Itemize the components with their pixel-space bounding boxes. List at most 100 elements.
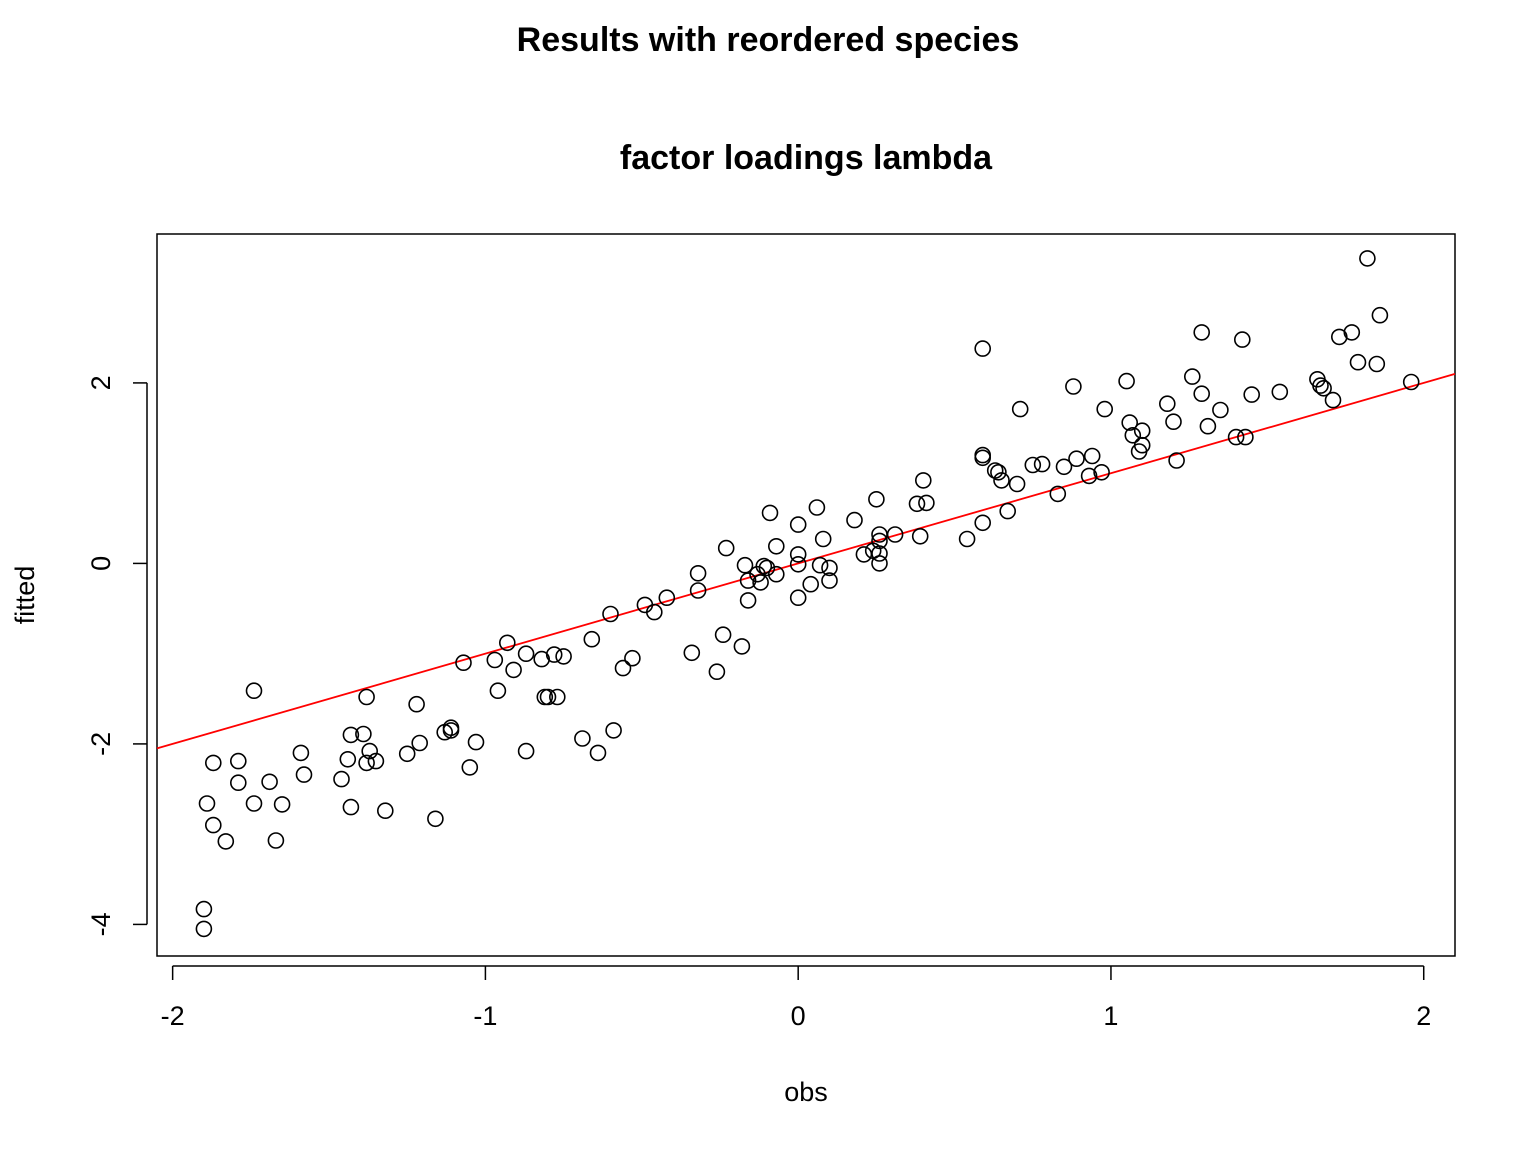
data-point	[1371, 306, 1389, 324]
data-point	[1133, 436, 1151, 454]
data-point	[974, 340, 992, 357]
data-point	[339, 750, 357, 768]
data-point	[1359, 250, 1376, 267]
data-point	[624, 649, 641, 667]
data-point	[605, 722, 622, 739]
data-point	[645, 603, 663, 621]
data-point	[708, 663, 726, 681]
data-point	[1124, 426, 1142, 444]
data-point	[918, 494, 935, 512]
data-point	[999, 502, 1017, 520]
data-point	[761, 504, 779, 522]
data-point	[1159, 395, 1176, 413]
data-point	[574, 730, 591, 747]
data-point	[1165, 413, 1182, 431]
data-point	[821, 559, 838, 577]
data-point	[1049, 485, 1067, 503]
data-point	[1118, 372, 1135, 390]
data-point	[261, 773, 278, 791]
data-point	[871, 545, 888, 562]
data-point	[1065, 378, 1082, 395]
y-axis: -4 -2 0 2	[86, 375, 148, 936]
data-point	[1193, 385, 1210, 403]
data-point	[1168, 452, 1185, 469]
data-point	[846, 511, 863, 529]
data-point	[974, 449, 992, 467]
data-point	[545, 646, 563, 663]
data-point	[205, 816, 222, 834]
data-point	[1096, 400, 1113, 418]
data-point	[411, 734, 429, 752]
data-point	[442, 719, 460, 737]
data-point	[198, 795, 216, 812]
data-point	[1133, 422, 1151, 440]
data-point	[714, 626, 732, 644]
data-point	[1234, 331, 1251, 348]
data-point	[758, 559, 776, 577]
plot-box	[156, 233, 1456, 957]
data-point	[1055, 458, 1073, 476]
data-point	[333, 770, 350, 788]
data-point	[1083, 447, 1101, 465]
x-tick-label: 0	[791, 1001, 806, 1031]
data-point	[789, 516, 807, 533]
data-point	[230, 774, 247, 792]
data-point	[733, 638, 751, 655]
data-point	[1368, 355, 1386, 373]
x-tick-label: -1	[473, 1001, 497, 1031]
data-point	[855, 546, 873, 563]
data-point	[505, 661, 522, 679]
data-point	[467, 733, 485, 751]
x-tick-label: 1	[1103, 1001, 1118, 1031]
y-tick-label: 0	[86, 556, 116, 571]
data-point	[755, 557, 773, 575]
data-point	[461, 759, 479, 776]
data-point	[717, 539, 735, 557]
data-point	[408, 695, 425, 713]
data-point	[808, 499, 826, 516]
data-point	[871, 555, 888, 572]
data-point	[871, 532, 888, 550]
data-point	[1324, 391, 1342, 409]
data-point	[427, 810, 444, 828]
fit-line	[156, 373, 1456, 750]
data-point	[358, 754, 375, 772]
data-point	[455, 654, 472, 672]
data-point	[908, 495, 926, 513]
x-tick-label: -2	[161, 1001, 185, 1031]
data-point	[886, 526, 904, 543]
data-point	[914, 472, 932, 489]
data-point	[589, 744, 607, 762]
data-point	[355, 725, 372, 743]
data-point	[1024, 456, 1042, 474]
data-point	[342, 726, 360, 744]
data-point	[752, 574, 769, 591]
data-point	[767, 565, 785, 583]
data-point	[517, 742, 535, 760]
data-point	[358, 688, 375, 706]
data-point	[821, 572, 838, 589]
data-point	[658, 589, 676, 607]
data-point	[205, 754, 222, 772]
data-point	[1343, 324, 1361, 341]
x-axis: -2 -1 0 1 2	[161, 965, 1431, 1031]
data-point	[1315, 379, 1332, 397]
data-point	[486, 651, 504, 669]
data-point	[342, 798, 360, 816]
data-point	[990, 463, 1007, 481]
data-point	[811, 556, 829, 574]
data-point	[636, 596, 654, 614]
data-point	[273, 796, 291, 813]
data-point	[489, 682, 507, 700]
data-point	[1227, 428, 1245, 446]
data-point	[195, 900, 213, 918]
y-tick-label: -2	[86, 732, 116, 756]
fit-line-layer	[156, 373, 1456, 750]
data-point	[1237, 428, 1254, 446]
data-point	[1193, 324, 1210, 341]
data-point	[958, 530, 976, 548]
data-point	[1312, 377, 1329, 394]
data-point	[1121, 414, 1138, 431]
data-point	[993, 472, 1010, 489]
